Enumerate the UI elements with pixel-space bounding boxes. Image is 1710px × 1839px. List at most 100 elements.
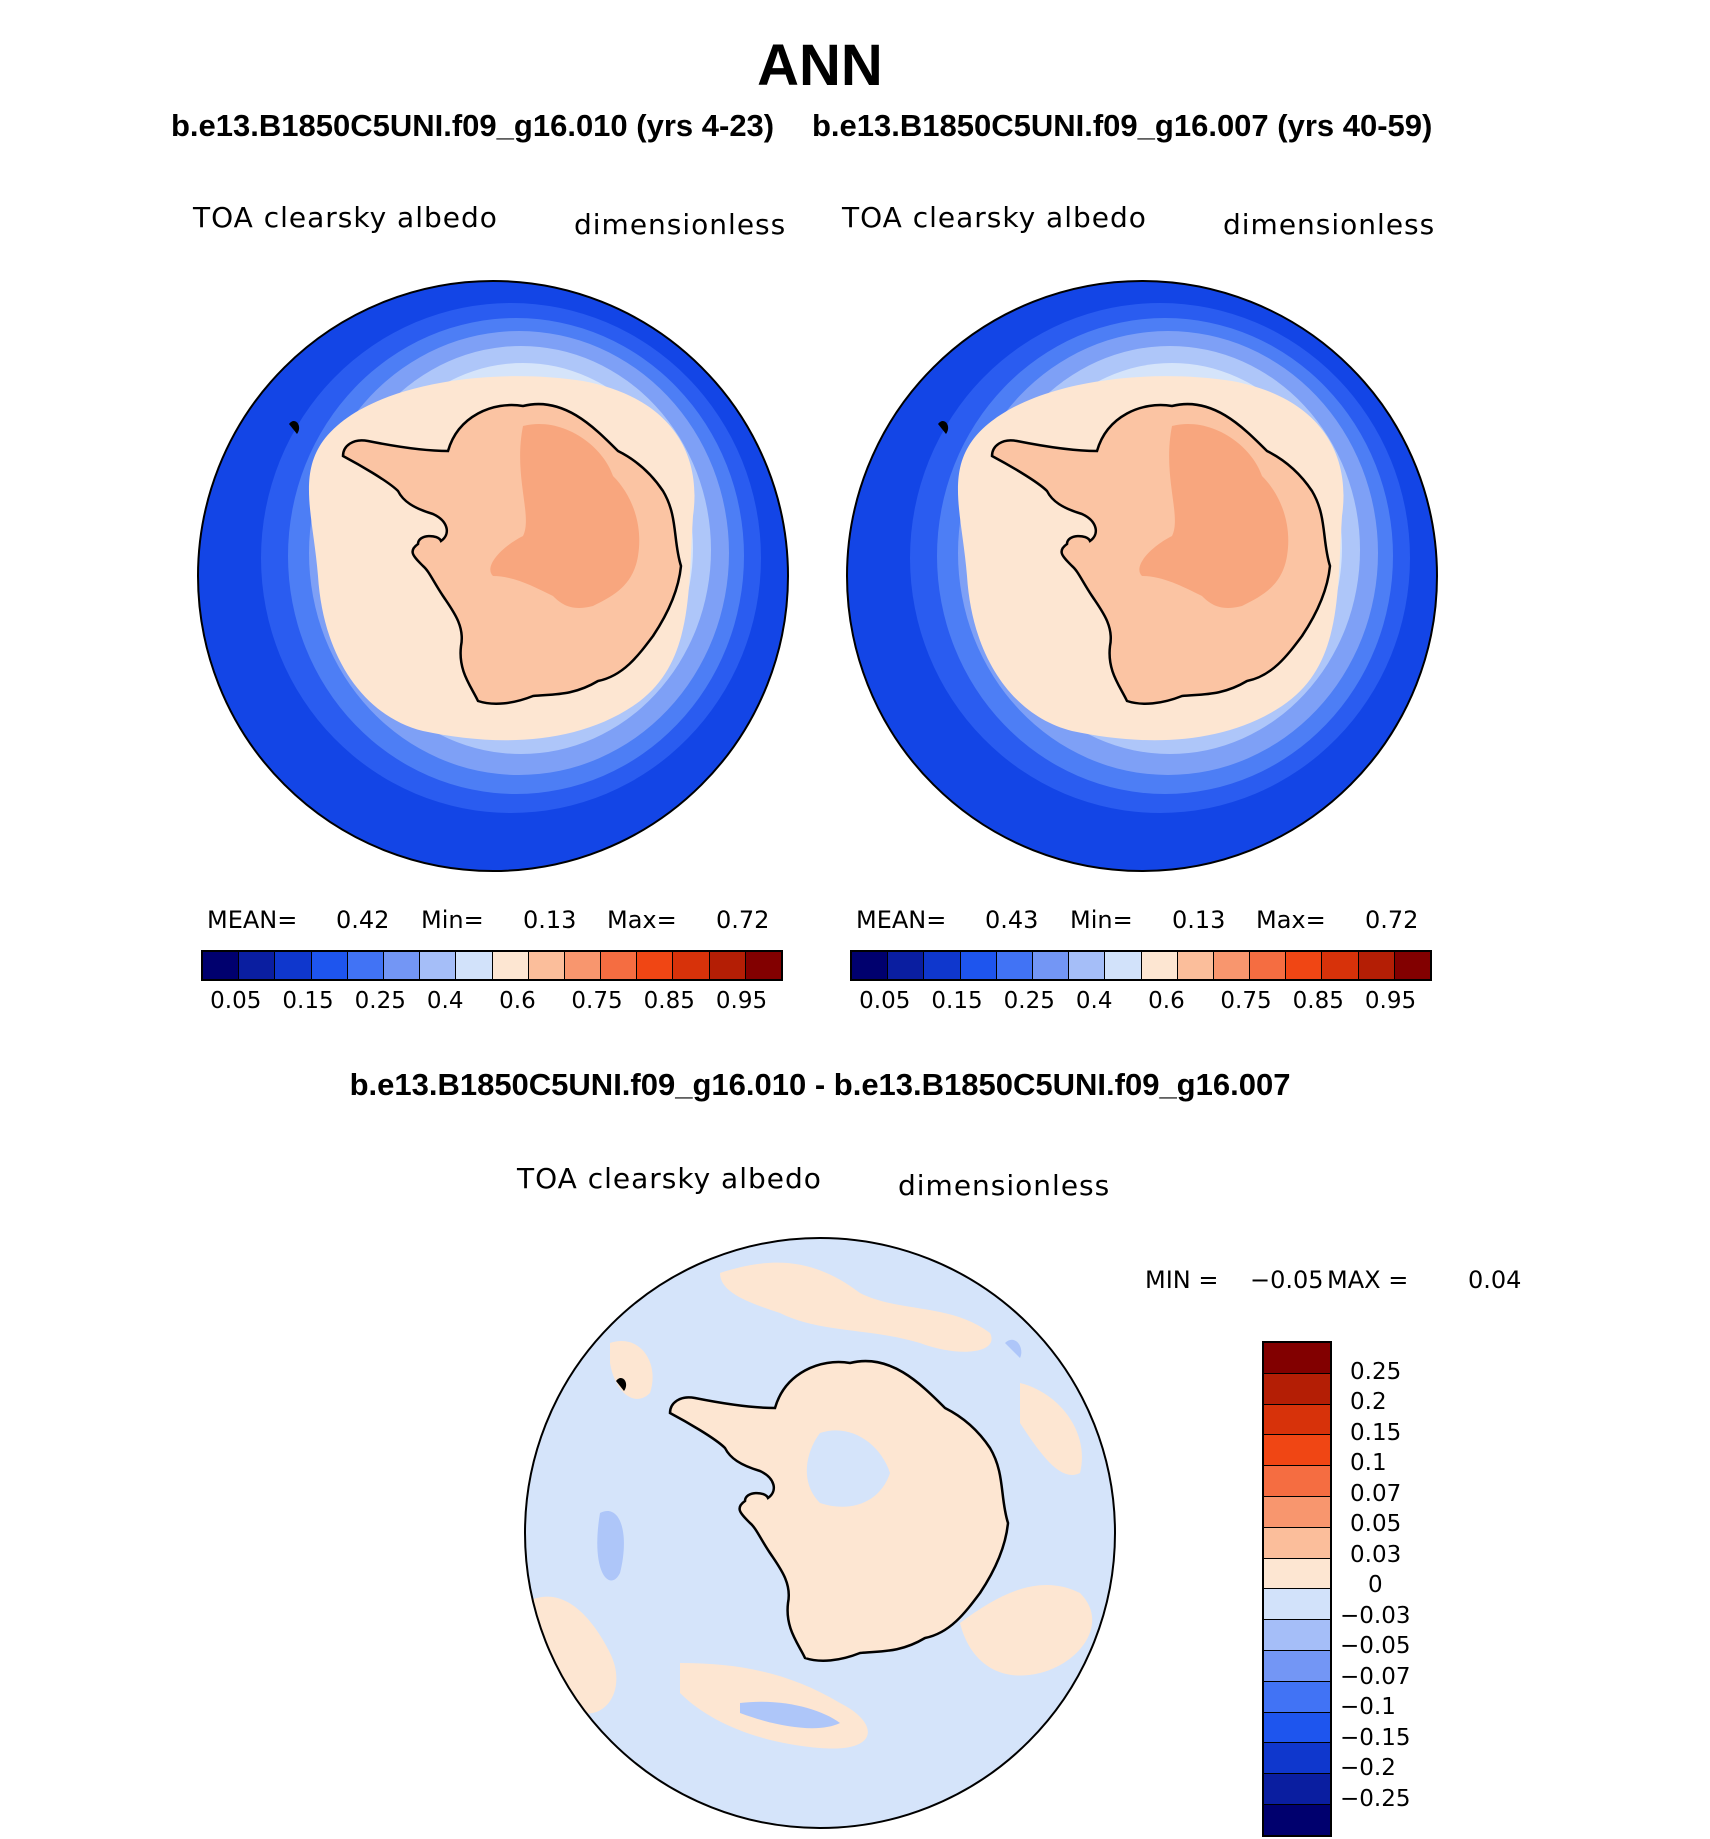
- colorbar-swatch: [1213, 952, 1251, 979]
- colorbar-tick-label: 0: [1368, 1572, 1383, 1598]
- map-border: [524, 1237, 1116, 1829]
- colorbar-swatch: [492, 952, 529, 979]
- continent: [668, 1359, 1010, 1662]
- colorbar-swatch: [1069, 952, 1106, 979]
- panel2-variable-label: TOA clearsky albedo: [842, 201, 1147, 234]
- panel2-max-value: 0.72: [1365, 906, 1419, 934]
- colorbar-swatch: [1264, 1527, 1330, 1559]
- map-border: [197, 280, 789, 872]
- colorbar-swatch: [1264, 1712, 1330, 1744]
- colorbar-swatch: [1264, 1404, 1330, 1436]
- panel1-min-label: Min=: [421, 906, 484, 934]
- panel3-min-label: MIN =: [1145, 1266, 1219, 1294]
- colorbar-tick-label: 0.15: [931, 988, 983, 1014]
- colorbar-swatch: [1264, 1589, 1330, 1621]
- colorbar-tick-label: 0.05: [210, 988, 262, 1014]
- colorbar-swatch: [1264, 1620, 1330, 1651]
- panel1-mean-value: 0.42: [336, 906, 390, 934]
- colorbar-swatch: [1177, 952, 1214, 979]
- panel1-min-value: 0.13: [523, 906, 577, 934]
- colorbar-tick-label: −0.03: [1340, 1602, 1411, 1629]
- plateau: [490, 424, 640, 608]
- colorbar-tick-label: 0.85: [1292, 988, 1344, 1014]
- colorbar-tick-label: 0.05: [1350, 1511, 1402, 1537]
- colorbar-tick-label: 0.2: [1350, 1389, 1387, 1415]
- panel2-units-label: dimensionless: [1223, 208, 1436, 241]
- colorbar-tick-label: 0.95: [715, 988, 768, 1014]
- panel1-map: [197, 280, 789, 872]
- colorbar-swatch: [1264, 1804, 1330, 1835]
- colorbar-tick-label: 0.15: [282, 988, 334, 1014]
- colorbar-swatch: [1322, 952, 1359, 979]
- panel2-mean-label: MEAN=: [856, 906, 947, 934]
- colorbar-swatch: [709, 952, 746, 979]
- panel1-max-value: 0.72: [716, 906, 770, 934]
- colorbar-swatch: [1105, 952, 1142, 979]
- colorbar-tick-label: 0.95: [1364, 988, 1417, 1014]
- panel3-variable-label: TOA clearsky albedo: [517, 1162, 822, 1195]
- colorbar-tick-label: 0.07: [1350, 1480, 1402, 1507]
- colorbar-tick-label: 0.1: [1350, 1450, 1387, 1476]
- colorbar-tick-label: 0.75: [1220, 988, 1272, 1014]
- colorbar-swatch: [564, 952, 602, 979]
- colorbar-swatch: [1250, 952, 1287, 979]
- colorbar-swatch: [420, 952, 457, 979]
- colorbar-tick-label: 0.4: [426, 988, 464, 1014]
- colorbar-swatch: [1264, 1343, 1330, 1374]
- colorbar-swatch: [1264, 1743, 1330, 1775]
- panel1-units-label: dimensionless: [574, 208, 787, 241]
- colorbar-swatch: [1358, 952, 1395, 979]
- colorbar-swatch: [924, 952, 961, 979]
- colorbar-tick-label: 0.4: [1075, 988, 1113, 1014]
- colorbar-swatch: [637, 952, 674, 979]
- colorbar-tick-label: 0.25: [1350, 1358, 1402, 1385]
- colorbar-tick-label: −0.07: [1340, 1663, 1411, 1690]
- colorbar-swatch: [1264, 1373, 1330, 1405]
- colorbar-tick-label: 0.15: [1350, 1419, 1402, 1446]
- panel2-min-value: 0.13: [1172, 906, 1226, 934]
- panel2-colorbar-labels: 0.05 0.15 0.25 0.4 0.6 0.75 0.85 0.95: [850, 988, 1432, 1018]
- panel1-colorbar: [201, 950, 783, 981]
- diff-negative-patch: [1005, 1339, 1022, 1358]
- colorbar-swatch: [239, 952, 276, 979]
- colorbar-tick-label: 0.85: [643, 988, 695, 1014]
- panel3-max-label: MAX =: [1327, 1266, 1409, 1294]
- diff-positive-patch: [960, 1584, 1093, 1676]
- colorbar-swatch: [960, 952, 997, 979]
- case1-title: b.e13.B1850C5UNI.f09_g16.010 (yrs 4-23): [171, 108, 775, 143]
- plateau: [1139, 424, 1289, 608]
- panel2-min-label: Min=: [1070, 906, 1133, 934]
- colorbar-swatch: [1264, 1466, 1330, 1497]
- colorbar-tick-label: −0.15: [1340, 1724, 1411, 1751]
- colorbar-tick-label: −0.2: [1340, 1755, 1396, 1781]
- diff-negative-patch: [597, 1511, 624, 1581]
- colorbar-swatch: [311, 952, 348, 979]
- diff-positive-patch: [1020, 1383, 1082, 1475]
- colorbar-swatch: [275, 952, 312, 979]
- page-title: ANN: [757, 33, 883, 98]
- panel2-colorbar: [850, 950, 1432, 981]
- colorbar-tick-label: −0.1: [1340, 1694, 1396, 1720]
- colorbar-swatch: [203, 952, 240, 979]
- panel3-colorbar-labels: 0.25 0.2 0.15 0.1 0.07 0.05 0.03 0 −0.03 −0.05 −0.…: [1340, 1341, 1460, 1829]
- colorbar-swatch: [1264, 1650, 1330, 1682]
- colorbar-swatch: [383, 952, 421, 979]
- colorbar-swatch: [888, 952, 925, 979]
- colorbar-swatch: [1264, 1774, 1330, 1805]
- colorbar-tick-label: 0.05: [859, 988, 911, 1014]
- colorbar-swatch: [1032, 952, 1070, 979]
- colorbar-swatch: [996, 952, 1033, 979]
- map-border: [846, 280, 1438, 872]
- colorbar-tick-label: −0.25: [1340, 1785, 1411, 1812]
- colorbar-tick-label: −0.05: [1340, 1633, 1411, 1659]
- panel1-mean-label: MEAN=: [207, 906, 298, 934]
- colorbar-tick-label: 0.6: [499, 988, 536, 1014]
- colorbar-tick-label: 0.25: [1003, 988, 1055, 1014]
- colorbar-swatch: [1394, 952, 1430, 979]
- panel1-max-label: Max=: [607, 906, 677, 934]
- diff-negative-patch: [806, 1430, 890, 1507]
- panel3-min-value: −0.05: [1250, 1266, 1324, 1294]
- colorbar-swatch: [852, 952, 889, 979]
- panel3-colorbar: [1262, 1341, 1332, 1837]
- case2-title: b.e13.B1850C5UNI.f09_g16.007 (yrs 40-59): [812, 108, 1433, 143]
